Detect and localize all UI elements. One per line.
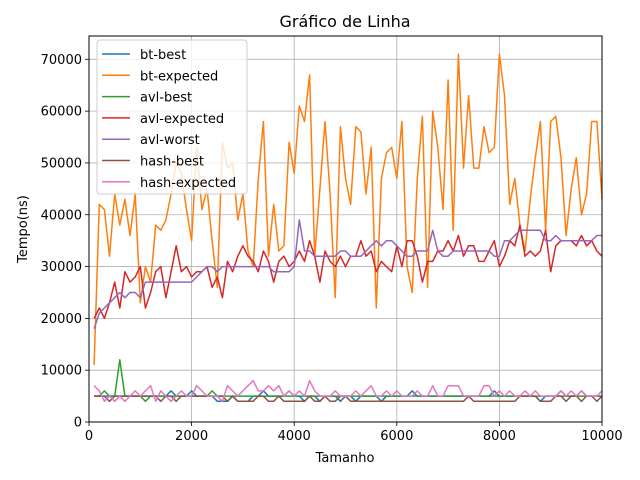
legend-label-avl-expected: avl-expected	[140, 112, 224, 127]
x-tick-label: 0	[85, 429, 93, 444]
legend-box	[96, 39, 248, 195]
x-tick-label: 4000	[278, 429, 311, 444]
legend: bt-best bt-expected avl-best avl-expected av…	[96, 39, 248, 195]
series-line-hash-best	[94, 395, 603, 403]
y-tick-label: 20000	[41, 312, 82, 327]
y-tick-label: 30000	[41, 260, 82, 275]
series-lines	[93, 53, 603, 403]
legend-label-bt-best: bt-best	[140, 48, 186, 63]
y-tick-label: 70000	[41, 53, 82, 68]
legend-label-hash-expected: hash-expected	[140, 176, 236, 191]
y-axis-title: Tempo(ns)	[16, 195, 31, 264]
plot-frame	[88, 35, 603, 423]
legend-label-avl-worst: avl-worst	[140, 133, 200, 148]
x-tick-label: 6000	[380, 429, 413, 444]
series-line-avl-worst	[93, 219, 602, 329]
y-tick-label: 50000	[41, 156, 82, 171]
y-tick-label: 60000	[41, 105, 82, 120]
legend-label-avl-best: avl-best	[140, 91, 192, 106]
axis-ticks: 0 2000 4000 6000 8000 10000 0 10000 20000 30000 40…	[41, 53, 623, 444]
chart-title: Gráfico de Linha	[279, 12, 410, 31]
legend-label-hash-best: hash-best	[140, 155, 204, 170]
x-axis-title: Tamanho	[315, 451, 375, 466]
x-tick-label: 10000	[581, 429, 622, 444]
legend-label-bt-expected: bt-expected	[140, 69, 218, 84]
x-tick-label: 8000	[483, 429, 516, 444]
y-tick-label: 10000	[41, 364, 82, 379]
y-tick-label: 40000	[41, 208, 82, 223]
series-line-hash-expected	[93, 379, 603, 403]
y-tick-label: 0	[74, 416, 82, 431]
series-line-avl-expected	[93, 224, 603, 320]
x-tick-label: 2000	[175, 429, 208, 444]
